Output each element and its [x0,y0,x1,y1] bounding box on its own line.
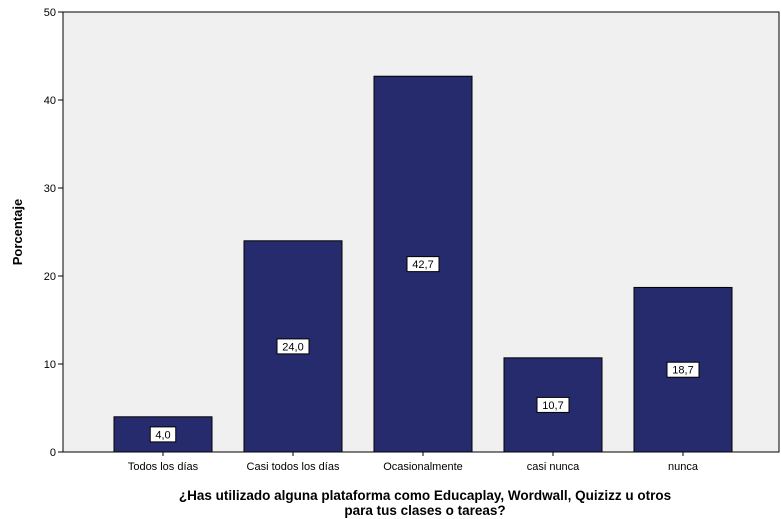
data-label-box-3 [406,256,440,273]
y-tick-label-10: 10 [44,359,56,371]
x-axis-label-line-2: para tus clases o tareas? [344,503,505,518]
category-label-5: nunca [668,461,699,473]
y-axis-label: Porcentaje [10,199,25,265]
data-label-2: 24,0 [282,341,303,353]
data-label-box-5 [666,361,700,378]
category-label-3: Ocasionalmente [383,461,463,473]
data-label-5: 18,7 [672,365,693,377]
data-label-box-2 [276,338,310,355]
data-label-4: 10,7 [542,400,563,412]
y-tick-label-0: 0 [50,447,56,459]
y-tick-label-20: 20 [44,271,56,283]
category-labels: Todos los días Casi todos los días Ocasion… [128,452,699,473]
data-label-box-1 [149,426,177,443]
y-tick-label-50: 50 [44,7,56,19]
x-axis-label-line-1: ¿Has utilizado alguna plataforma como Ed… [179,488,671,503]
bars: 4,0 24,0 42,7 10,7 18,7 [113,75,733,453]
y-axis: 0 10 20 30 40 50 [44,7,63,459]
data-label-1: 4,0 [155,429,170,441]
category-label-1: Todos los días [128,461,199,473]
data-label-box-4 [536,396,570,413]
y-tick-label-30: 30 [44,183,56,195]
y-tick-label-40: 40 [44,95,56,107]
category-label-4: casi nunca [527,461,580,473]
category-label-2: Casi todos los días [247,461,340,473]
data-label-3: 42,7 [412,259,433,271]
